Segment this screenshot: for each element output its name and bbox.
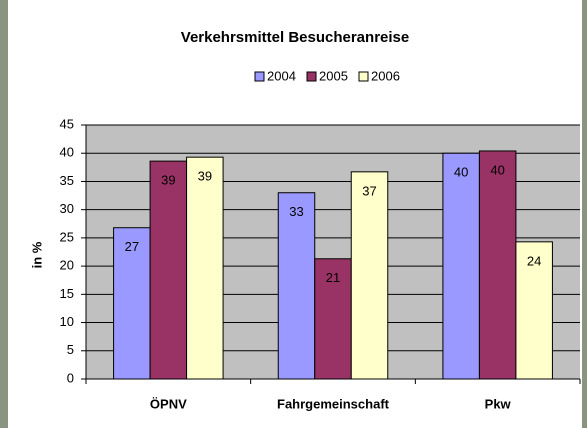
bar [443, 153, 480, 379]
bar [187, 157, 224, 379]
y-tick-label: 20 [60, 258, 74, 273]
legend-swatch [359, 72, 368, 81]
y-tick-label: 25 [60, 229, 74, 244]
legend-label: 2005 [319, 68, 348, 83]
y-tick-label: 10 [60, 314, 74, 329]
y-tick-label: 35 [60, 173, 74, 188]
y-axis-label: in % [29, 241, 44, 268]
data-label: 21 [326, 270, 340, 285]
legend-label: 2004 [267, 68, 296, 83]
x-tick-label: ÖPNV [150, 396, 187, 411]
bar [278, 193, 315, 379]
data-label: 40 [490, 162, 504, 177]
chart: Verkehrsmittel Besucheranreise in % 0 5 10… [0, 0, 587, 428]
y-tick-label: 5 [67, 342, 74, 357]
chart-title: Verkehrsmittel Besucheranreise [181, 29, 409, 46]
y-tick-label: 0 [67, 370, 74, 385]
y-tick-label: 15 [60, 286, 74, 301]
x-tick-label: Fahrgemeinschaft [277, 396, 390, 411]
x-tick-label: Pkw [485, 396, 512, 411]
bar [351, 172, 388, 379]
y-tick-label: 45 [60, 116, 74, 131]
y-tick-label: 40 [60, 145, 74, 160]
bar [150, 161, 187, 379]
legend-label: 2006 [371, 68, 400, 83]
data-label: 40 [454, 165, 468, 180]
data-label: 39 [198, 169, 212, 184]
data-label: 37 [362, 183, 376, 198]
data-label: 24 [527, 253, 541, 268]
y-tick-label: 30 [60, 201, 74, 216]
data-label: 33 [289, 204, 303, 219]
data-label: 39 [161, 173, 175, 188]
bar [479, 151, 515, 379]
legend-swatch [255, 72, 264, 81]
data-label: 27 [125, 239, 139, 254]
legend-swatch [307, 72, 316, 81]
